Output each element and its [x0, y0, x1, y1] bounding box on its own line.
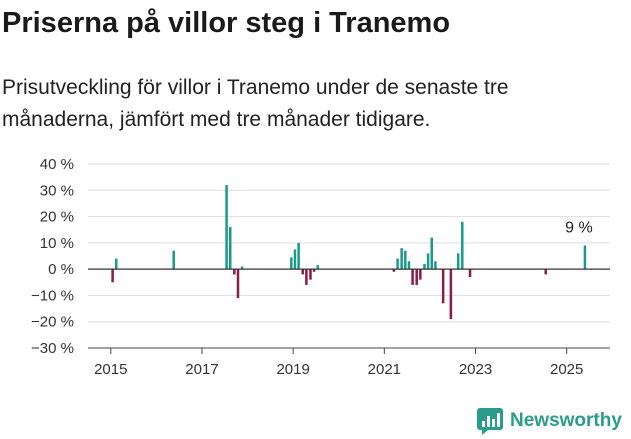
bar-negative: [309, 269, 312, 280]
bar-positive: [461, 221, 464, 270]
bar-negative: [312, 269, 316, 272]
newsworthy-chart-icon: [477, 408, 503, 435]
bar-positive: [297, 242, 300, 270]
newsworthy-brand[interactable]: Newsworthy: [476, 404, 622, 438]
bar-negative: [419, 269, 422, 280]
bar-positive: [396, 258, 399, 270]
bar-positive: [430, 237, 433, 270]
bar-positive: [172, 250, 175, 270]
bar-positive: [434, 261, 437, 270]
y-tick-label: −20 %: [31, 314, 74, 331]
bar-positive: [456, 253, 460, 270]
bar-positive: [240, 266, 244, 270]
bar-positive: [228, 227, 232, 270]
bar-negative: [468, 269, 472, 278]
bar-positive: [290, 257, 293, 270]
bar-negative: [111, 269, 114, 283]
bar-negative: [236, 269, 240, 299]
bar-positive: [423, 263, 426, 270]
bar-positive: [293, 249, 297, 270]
bar-negative: [301, 269, 304, 275]
bar-positive: [400, 248, 403, 270]
bar-positive: [225, 185, 228, 270]
latest-value-annotation: 9 %: [565, 219, 593, 236]
bars: [111, 185, 587, 320]
bar-positive: [426, 253, 430, 270]
bar-positive: [407, 261, 411, 270]
brand-name: Newsworthy: [510, 410, 622, 431]
bar-chart: 40 %30 %20 %10 %0 %−10 %−20 %−30 % 2015 2…: [31, 156, 610, 378]
bar-negative: [305, 269, 308, 285]
x-tick-label: 2017: [185, 361, 218, 378]
bar-positive: [115, 258, 118, 270]
x-axis-ticks: 2015 2017 2019 2021 2023 2025: [94, 348, 583, 378]
bar-negative: [411, 269, 414, 285]
bar-positive: [404, 250, 407, 270]
y-tick-label: −10 %: [31, 287, 74, 304]
y-tick-label: 10 %: [40, 235, 74, 252]
bar-negative: [441, 269, 445, 304]
x-tick-label: 2023: [459, 361, 492, 378]
y-tick-label: −30 %: [31, 340, 74, 357]
y-tick-label: 40 %: [40, 156, 74, 173]
chart-title: Priserna på villor steg i Tranemo: [2, 7, 451, 39]
bar-negative: [415, 269, 418, 285]
x-tick-label: 2015: [94, 361, 127, 378]
bar-negative: [449, 269, 453, 320]
x-tick-label: 2021: [368, 361, 401, 378]
y-tick-label: 30 %: [40, 182, 74, 199]
y-tick-label: 20 %: [40, 209, 74, 226]
y-tick-label: 0 %: [48, 261, 74, 278]
x-tick-label: 2019: [276, 361, 309, 378]
bar-negative: [544, 269, 547, 275]
chart-subtitle: Prisutveckling för villor i Tranemo unde…: [2, 76, 509, 131]
x-tick-label: 2025: [550, 361, 583, 378]
y-axis-tick-labels: 40 % 30 % 20 % 10 % 0 % −10 % −20 % −30 %: [31, 156, 74, 357]
bar-negative: [233, 269, 236, 275]
gridlines: [88, 163, 610, 349]
bar-positive: [316, 265, 320, 270]
bar-positive: [583, 245, 587, 270]
bar-negative: [392, 269, 396, 272]
